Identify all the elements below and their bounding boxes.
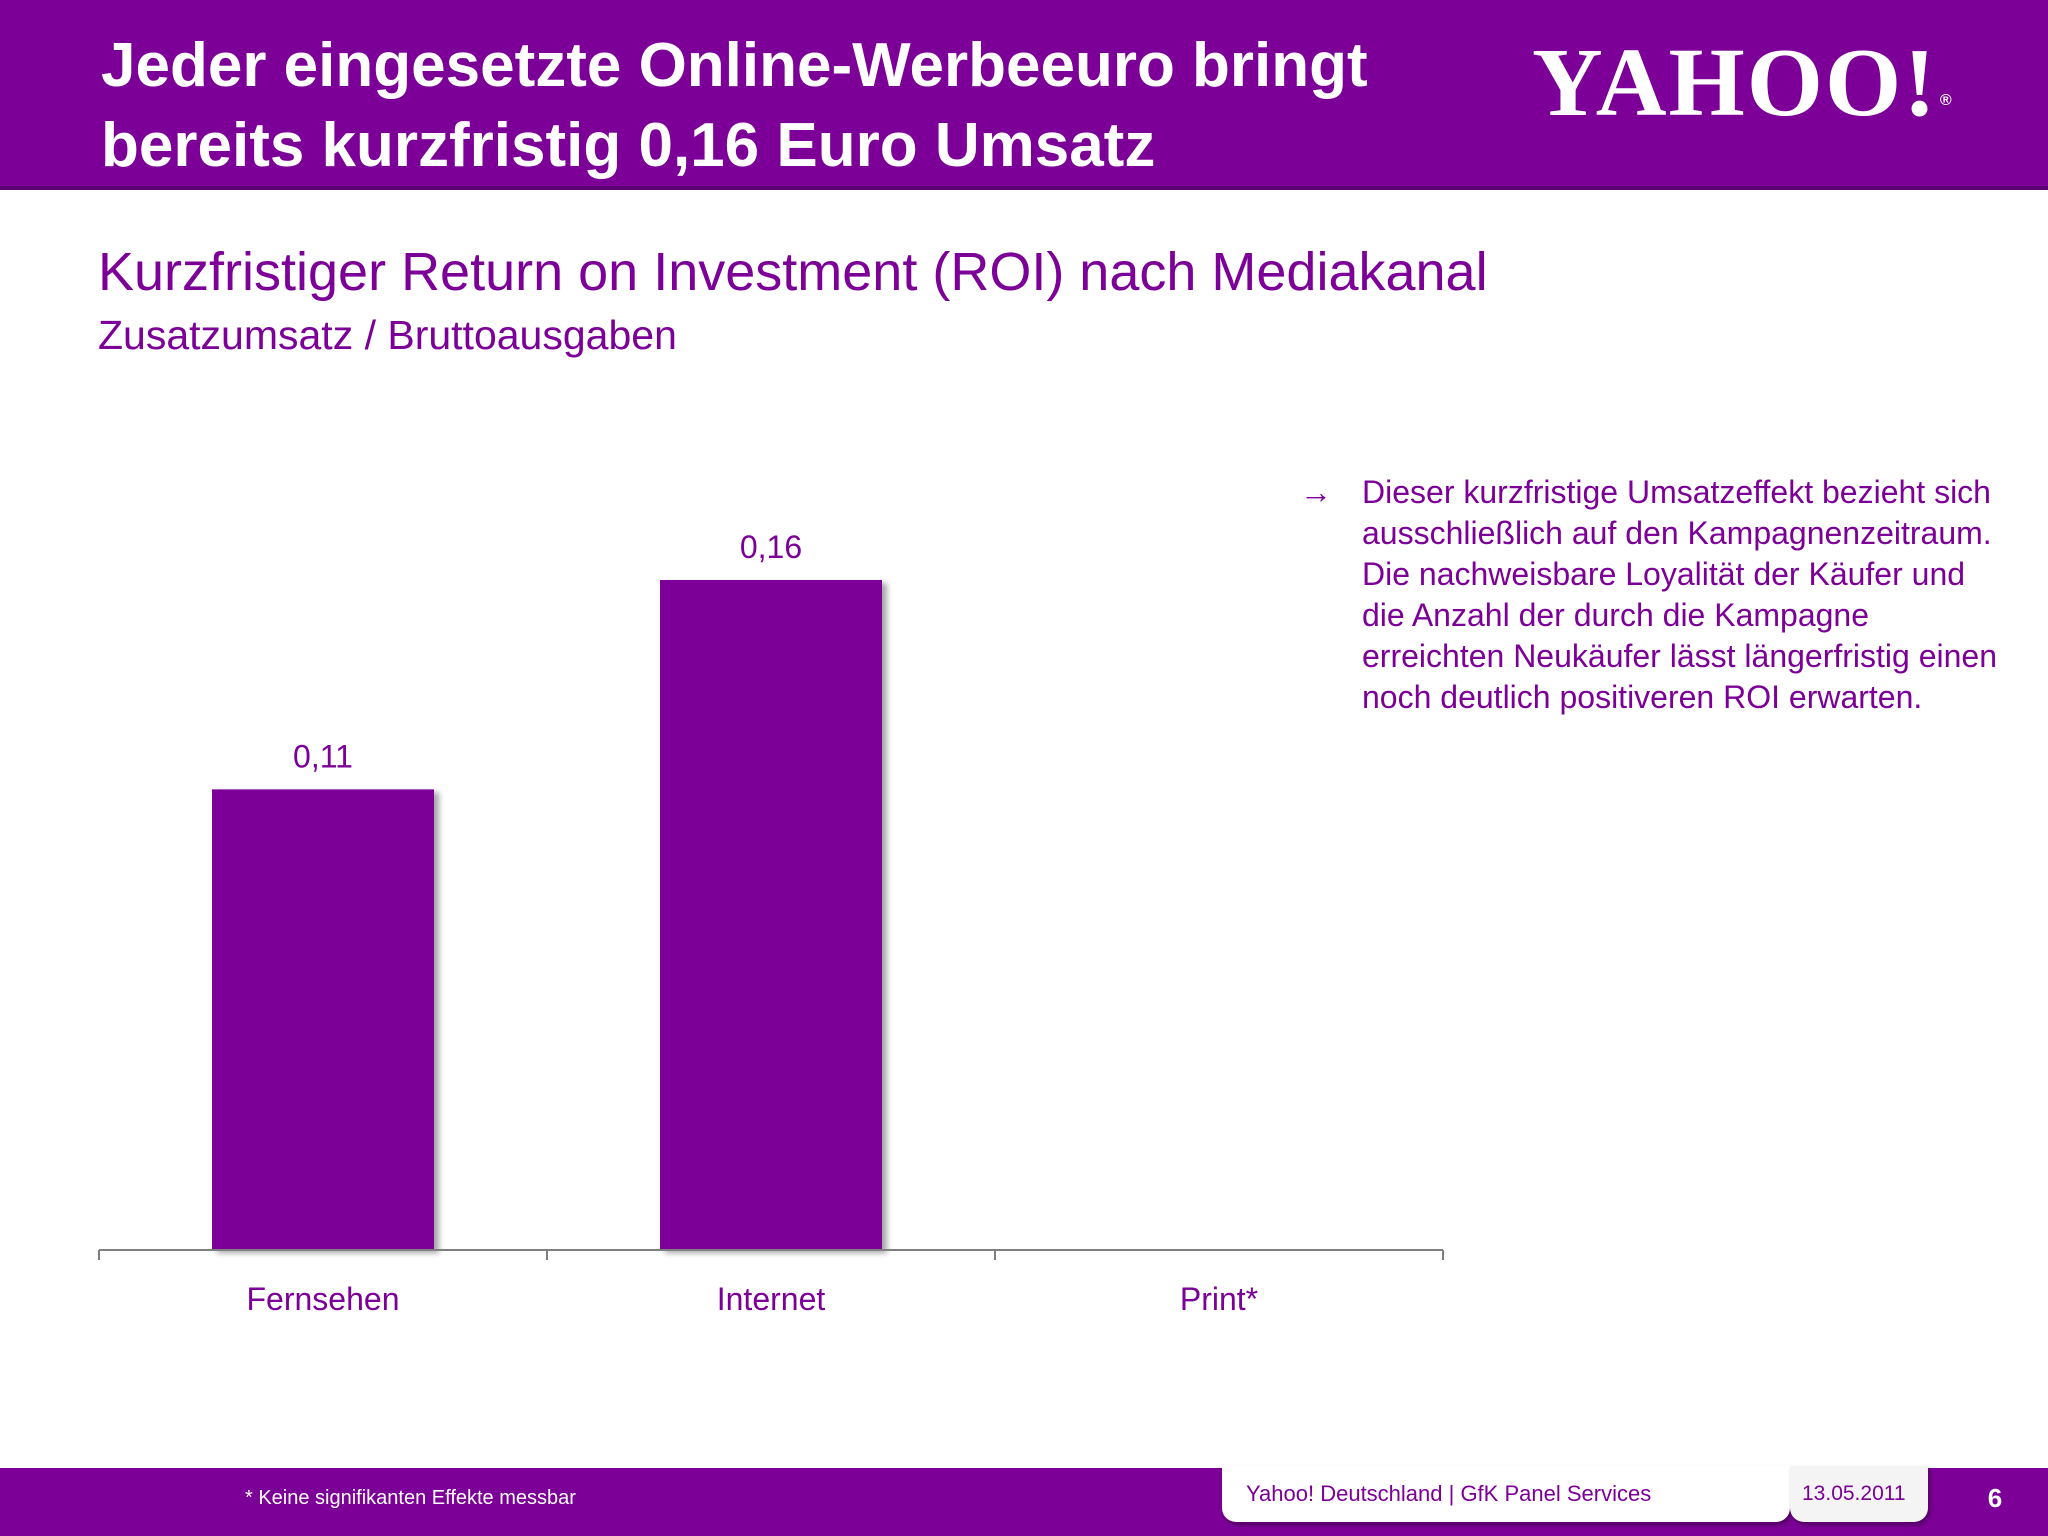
yahoo-logo-text: YAHOO!	[1532, 29, 1938, 137]
yahoo-logo: YAHOO! ®	[1532, 34, 1954, 132]
x-axis	[98, 1249, 1444, 1260]
bar-internet	[660, 580, 882, 1250]
bar-value-label: 0,11	[293, 738, 353, 774]
x-tick-label: Fernsehen	[247, 1281, 400, 1317]
chart-unit-subtitle: Zusatzumsatz / Bruttoausgaben	[98, 312, 677, 358]
footer-company-tab	[1222, 1466, 1790, 1522]
chart-subtitle: Kurzfristiger Return on Investment (ROI)…	[98, 242, 1488, 302]
bar-value-label: 0,16	[740, 529, 802, 565]
arrow-right-icon: →	[1300, 474, 1332, 510]
labels-layer: 0,11 Fernsehen 0,16 Internet Print*	[247, 529, 1259, 1317]
footnote: * Keine signifikanten Effekte messbar	[245, 1487, 576, 1509]
registered-mark: ®	[1939, 92, 1954, 109]
footer-company: Yahoo! Deutschland | GfK Panel Services	[1246, 1481, 1652, 1506]
x-tick-label: Internet	[717, 1281, 826, 1317]
footer-date: 13.05.2011	[1802, 1482, 1906, 1505]
footer-date-tab	[1790, 1466, 1928, 1522]
slide-title: Jeder eingesetzte Online-Werbeeuro bring…	[101, 26, 1521, 186]
note-text: Dieser kurzfristige Umsatzeffekt bezieht…	[1362, 474, 1997, 715]
bar-chart: 0,11 Fernsehen 0,16 Internet Print*	[98, 529, 1444, 1317]
x-tick-label: Print*	[1180, 1281, 1258, 1317]
bars-layer	[212, 580, 882, 1250]
bar-fernsehen	[212, 789, 434, 1250]
slide-title-line-1: Jeder eingesetzte Online-Werbeeuro bring…	[101, 31, 1368, 100]
page-number: 6	[1987, 1483, 2003, 1513]
header-bar: Jeder eingesetzte Online-Werbeeuro bring…	[0, 0, 2048, 190]
slide-title-line-2: bereits kurzfristig 0,16 Euro Umsatz	[101, 111, 1156, 180]
